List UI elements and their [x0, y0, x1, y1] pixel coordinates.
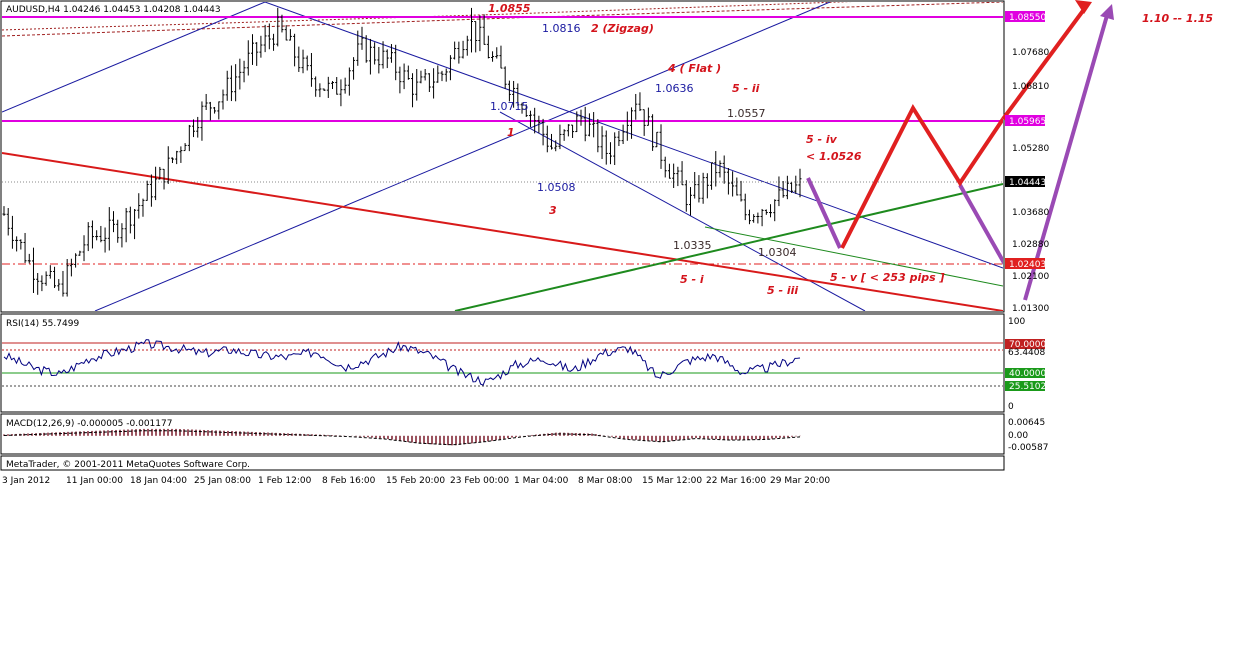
purple-arrowhead [1100, 4, 1114, 20]
label-less-1.0526: < 1.0526 [806, 150, 862, 163]
price-marker-bg [1005, 11, 1045, 22]
macd-label: MACD(12,26,9) -0.000005 -0.001177 [6, 419, 172, 429]
rsi-tick-63: 63.4408 [1008, 348, 1045, 358]
time-tick: 8 Feb 16:00 [322, 476, 376, 486]
rsi-label: RSI(14) 55.7499 [6, 319, 79, 329]
price-tick: 1.02100 [1012, 272, 1049, 282]
rsi-marker-25: 25.5102 [1009, 382, 1046, 392]
rsi-marker-70: 70.0000 [1009, 340, 1046, 350]
upper-dashed-line [2, 2, 1003, 37]
label-5-iii: 5 - iii [767, 284, 798, 297]
price-drawing-layer [2, 2, 1003, 311]
macd-tick-bottom: -0.00587 [1008, 443, 1048, 453]
rsi-tick-0: 0 [1008, 402, 1014, 412]
wave-annotations: 1.0816 1.0715 1.0636 1.0508 1.0557 1.033… [488, 2, 1213, 297]
price-tick: 1.03680 [1012, 208, 1049, 218]
upper-dashed-line-2 [2, 2, 853, 31]
time-tick: 18 Jan 04:00 [130, 476, 187, 486]
time-tick: 15 Mar 12:00 [642, 476, 702, 486]
price-marker-1.0855: 1.08550 [1009, 13, 1046, 23]
price-axis: 1.07680 1.06810 1.05280 1.03680 1.02880 … [1005, 11, 1049, 314]
time-axis: 3 Jan 2012 11 Jan 00:00 18 Jan 04:00 25 … [2, 476, 830, 486]
label-1.0636: 1.0636 [655, 82, 694, 95]
red-projection-zigzag [840, 103, 1003, 249]
label-5-iv: 5 - iv [806, 133, 838, 146]
rsi-tick-100: 100 [1008, 317, 1025, 327]
macd-histogram [3, 428, 801, 446]
price-marker-bg [1005, 258, 1045, 269]
label-1.0304: 1.0304 [758, 246, 797, 259]
time-tick: 25 Jan 08:00 [194, 476, 251, 486]
price-marker-1.0596: 1.05965 [1009, 117, 1046, 127]
label-1.0557: 1.0557 [727, 107, 766, 120]
label-1.0855: 1.0855 [488, 2, 531, 15]
price-tick: 1.01300 [1012, 304, 1049, 314]
label-1.0816: 1.0816 [542, 22, 581, 35]
blue-channel-lower [499, 111, 866, 311]
blue-channel-upper-left [2, 2, 266, 113]
macd-tick-top: 0.00645 [1008, 418, 1045, 428]
symbol-header: AUDUSD,H4 1.04246 1.04453 1.04208 1.0444… [6, 5, 221, 15]
macd-signal-line [3, 430, 801, 446]
purple-arrow-down-1 [806, 177, 842, 249]
rsi-line [3, 339, 801, 386]
label-3: 3 [549, 204, 557, 217]
blue-channel-upper-right [264, 2, 1003, 269]
red-descending-trendline [2, 152, 1003, 311]
time-tick: 1 Feb 12:00 [258, 476, 312, 486]
label-5-ii: 5 - ii [732, 82, 760, 95]
rsi-marker-bg [1005, 368, 1045, 378]
copyright-text: MetaTrader, © 2001-2011 MetaQuotes Softw… [6, 460, 250, 470]
time-tick: 23 Feb 00:00 [450, 476, 509, 486]
price-marker-bg [1005, 176, 1045, 187]
green-ascending-trendline [454, 183, 1003, 311]
label-1: 1 [507, 126, 515, 139]
price-tick: 1.07680 [1012, 48, 1049, 58]
time-tick: 22 Mar 16:00 [706, 476, 766, 486]
time-tick: 8 Mar 08:00 [578, 476, 633, 486]
rsi-marker-40: 40.0000 [1009, 369, 1046, 379]
price-tick: 1.02880 [1012, 240, 1049, 250]
label-5-v: 5 - v [ < 253 pips ] [830, 271, 945, 284]
blue-rising-line [94, 2, 831, 311]
time-tick: 1 Mar 04:00 [514, 476, 569, 486]
time-tick: 15 Feb 20:00 [386, 476, 445, 486]
price-marker-1.0240: 1.02403 [1009, 260, 1046, 270]
rsi-marker-bg [1005, 339, 1045, 349]
time-tick: 3 Jan 2012 [2, 476, 50, 486]
macd-drawing-layer [3, 428, 801, 446]
price-tick: 1.05280 [1012, 144, 1049, 154]
copyright-panel-frame [0, 455, 1005, 471]
red-arrowhead [1075, 0, 1092, 14]
time-tick: 29 Mar 20:00 [770, 476, 830, 486]
time-tick: 11 Jan 00:00 [66, 476, 123, 486]
rsi-drawing-layer [2, 339, 1003, 387]
purple-arrow-down-2 [958, 184, 1003, 266]
label-5-i: 5 - i [680, 273, 704, 286]
price-tick: 1.06810 [1012, 82, 1049, 92]
rsi-axis: 100 70.0000 63.4408 40.0000 25.5102 0 [1005, 317, 1046, 412]
red-projection-arrow-up [1001, 2, 1090, 121]
label-1.0335: 1.0335 [673, 239, 712, 252]
rsi-marker-bg [1005, 381, 1045, 391]
price-marker-bg [1005, 115, 1045, 126]
price-marker-current: 1.04443 [1009, 178, 1046, 188]
macd-axis: 0.00645 0.00 -0.00587 [1008, 418, 1048, 453]
thin-green-line [704, 226, 1003, 287]
label-2-zigzag: 2 (Zigzag) [591, 22, 654, 35]
label-4-flat: 4 ( Flat ) [667, 62, 721, 75]
candlestick-series [2, 7, 802, 297]
label-1.0508: 1.0508 [537, 181, 576, 194]
rsi-panel-frame [0, 313, 1005, 413]
purple-projection-arrow-up [1023, 11, 1110, 301]
label-target-1.10-1.15: 1.10 -- 1.15 [1142, 12, 1213, 25]
macd-tick-zero: 0.00 [1008, 431, 1028, 441]
label-1.0715: 1.0715 [490, 100, 529, 113]
